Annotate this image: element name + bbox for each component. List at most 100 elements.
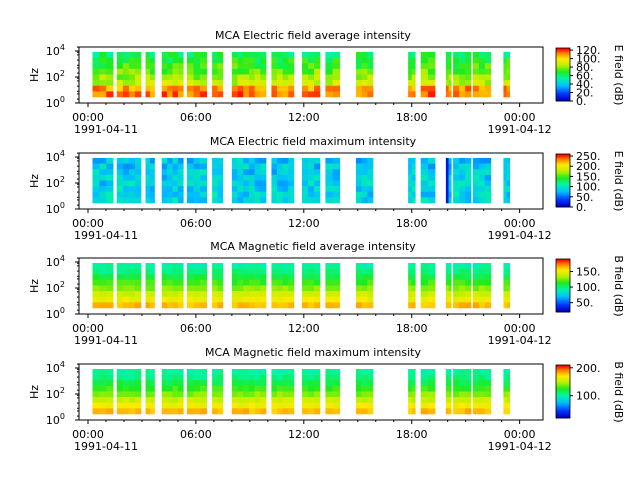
spectrogram-cell [122, 263, 130, 269]
spectrogram-cell [308, 374, 315, 381]
spectrogram-cell [472, 85, 480, 92]
spectrogram-cell [408, 268, 413, 275]
spectrogram-cell [161, 268, 168, 275]
spectrogram-cell [106, 74, 114, 81]
spectrogram-cell [484, 91, 492, 98]
spectrogram-cell [254, 191, 261, 198]
spectrogram-cell [122, 57, 130, 64]
colorbar-cell [556, 85, 570, 87]
spectrogram-cell [150, 296, 155, 303]
spectrogram-cell [408, 274, 413, 281]
spectrogram-cell [445, 391, 449, 398]
spectrogram-cell [260, 57, 267, 64]
spectrogram-cell [277, 85, 283, 92]
spectrogram-cell [465, 180, 472, 187]
spectrogram-cell [282, 380, 289, 387]
spectrogram-cell [332, 408, 341, 415]
spectrogram-cell [427, 163, 436, 170]
colorbar-label: E field (dB) [612, 151, 625, 212]
colorbar-cell [556, 382, 570, 384]
spectrogram-cell [277, 80, 283, 87]
spectrogram-cell [427, 85, 436, 92]
spectrogram-cell [308, 197, 315, 204]
colorbar-cell [556, 172, 570, 175]
spectrogram-cell [177, 158, 184, 164]
spectrogram-cell [92, 274, 100, 281]
spectrogram-cell [237, 163, 244, 170]
spectrogram-cell [237, 80, 244, 87]
spectrogram-cell [212, 302, 218, 309]
spectrogram-cell [217, 68, 224, 75]
spectrogram-cell [478, 57, 486, 64]
spectrogram-cell [167, 302, 173, 309]
spectrogram-cell [99, 291, 107, 298]
colorbar-cell [556, 366, 570, 369]
panel-title: MCA Magnetic field maximum intensity [205, 346, 421, 359]
x-date-label: 1991-04-12 [488, 229, 552, 242]
spectrogram-cell [128, 186, 136, 193]
spectrogram-cell [177, 380, 184, 387]
spectrogram-cell [193, 163, 201, 170]
spectrogram-cell [128, 174, 136, 181]
spectrogram-cell [420, 91, 429, 98]
x-tick-label: 12:00 [288, 217, 320, 230]
spectrogram-cell [355, 180, 362, 187]
spectrogram-cell [128, 296, 136, 303]
colorbar-cell [556, 201, 570, 204]
colorbar-cell [556, 376, 570, 379]
spectrogram-cell [243, 85, 250, 92]
spectrogram-cell [448, 402, 452, 409]
colorbar-cell [556, 48, 570, 50]
spectrogram-cell [99, 174, 107, 181]
spectrogram-cell [271, 63, 278, 70]
spectrogram-cell [459, 385, 466, 392]
spectrogram-cell [231, 80, 238, 87]
spectrogram-cell [116, 68, 124, 75]
spectrogram-cell [243, 158, 250, 164]
spectrogram-cell [186, 163, 194, 170]
spectrogram-cell [453, 52, 460, 58]
spectrogram-cell [484, 57, 492, 64]
spectrogram-cell [212, 68, 218, 75]
spectrogram-cell [503, 268, 507, 275]
spectrogram-cell [172, 291, 179, 298]
spectrogram-cell [145, 91, 151, 98]
colorbar-cell [556, 290, 570, 293]
spectrogram-cell [302, 91, 309, 98]
spectrogram-cell [186, 63, 194, 70]
spectrogram-cell [122, 391, 130, 398]
spectrogram-cell [271, 268, 278, 275]
spectrogram-cell [212, 285, 218, 292]
spectrogram-cell [260, 197, 267, 204]
spectrogram-cell [99, 397, 107, 404]
spectrogram-cell [472, 186, 480, 193]
spectrogram-cell [332, 279, 341, 286]
spectrogram-cell [116, 174, 124, 181]
spectrogram-cell [193, 52, 201, 58]
spectrogram-cell [408, 263, 413, 269]
spectrogram-cell [248, 74, 255, 81]
spectrogram-cell [248, 174, 255, 181]
spectrogram-cell [177, 391, 184, 398]
colorbar-cell [556, 69, 570, 71]
spectrogram-cell [325, 80, 333, 87]
spectrogram-cell [302, 85, 309, 92]
spectrogram-cell [254, 57, 261, 64]
spectrogram-cell [116, 385, 124, 392]
colorbar-cell [556, 280, 570, 282]
spectrogram-cell [248, 408, 255, 415]
spectrogram-cell [260, 296, 267, 303]
spectrogram-cell [92, 163, 100, 170]
spectrogram-cell [243, 268, 250, 275]
spectrogram-cell [361, 197, 368, 204]
spectrogram-cell [116, 63, 124, 70]
spectrogram-cell [161, 397, 168, 404]
spectrogram-cell [478, 402, 486, 409]
spectrogram-cell [472, 174, 480, 181]
spectrogram-cell [427, 158, 436, 164]
spectrogram-cell [314, 186, 321, 193]
colorbar-cell [556, 71, 570, 74]
spectrogram-cell [167, 180, 173, 187]
spectrogram-cell [248, 274, 255, 281]
colorbar-cell [556, 167, 570, 169]
